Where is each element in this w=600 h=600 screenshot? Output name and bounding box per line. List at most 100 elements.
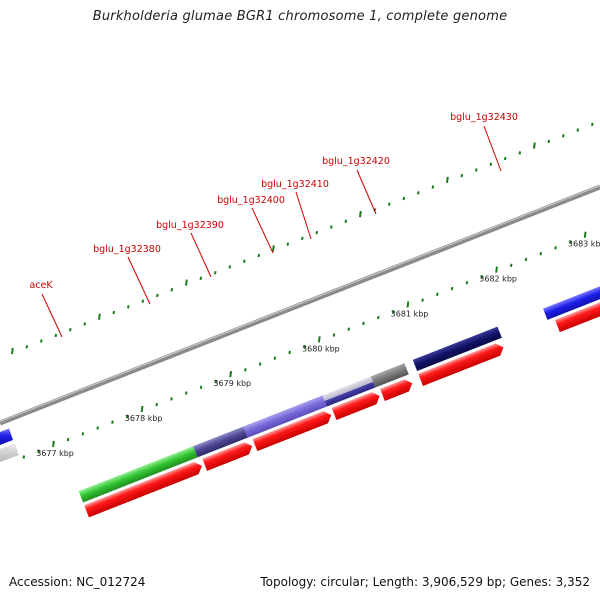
gene-label[interactable]: bglu_1g32380 xyxy=(93,244,161,255)
kbp-label: 3682 kbp xyxy=(479,275,517,284)
outer-tick xyxy=(286,242,290,246)
outer-tick xyxy=(69,327,72,332)
outer-tick xyxy=(417,191,420,195)
inner-tick xyxy=(170,397,173,401)
outer-tick xyxy=(315,231,319,235)
inner-tick xyxy=(347,327,351,331)
map-title: Burkholderia glumae BGR1 chromosome 1, c… xyxy=(92,9,508,24)
gene-block-bglu-1g32380[interactable] xyxy=(193,426,248,458)
outer-tick xyxy=(98,313,101,320)
outer-tick xyxy=(170,288,174,292)
gene-label[interactable]: bglu_1g32390 xyxy=(156,220,224,231)
outer-tick xyxy=(388,202,391,206)
gene-block-prev-light[interactable] xyxy=(0,443,19,462)
kbp-label: 3680 kbp xyxy=(302,344,340,353)
outer-tick xyxy=(25,345,29,349)
inner-tick xyxy=(391,310,395,314)
kbp-label: 3677 kbp xyxy=(36,449,74,458)
kbp-label: 3683 kbp xyxy=(568,240,600,249)
inner-tick xyxy=(569,240,572,244)
outer-tick xyxy=(518,151,522,155)
inner-tick xyxy=(376,315,380,320)
outer-tick xyxy=(243,259,246,263)
gene-label[interactable]: bglu_1g32400 xyxy=(217,195,285,206)
accession-text: Accession: NC_012724 xyxy=(9,575,146,589)
outer-tick xyxy=(489,162,493,166)
outer-tick xyxy=(185,279,188,286)
outer-tick xyxy=(11,347,14,355)
gene-label-leader xyxy=(483,125,502,172)
outer-tick xyxy=(83,322,87,326)
inner-tick xyxy=(66,437,70,442)
backbone-line xyxy=(0,184,600,426)
inner-tick xyxy=(155,403,159,407)
gene-block-bglu-1g32410[interactable] xyxy=(370,363,409,388)
inner-tick xyxy=(184,391,188,395)
kbp-label: 3678 kbp xyxy=(125,414,163,423)
inner-tick xyxy=(583,231,587,238)
outer-tick xyxy=(127,305,130,309)
inner-tick xyxy=(317,336,321,343)
inner-tick xyxy=(554,246,557,250)
gene-arrow-bglu-1g32420[interactable] xyxy=(418,341,506,386)
inner-tick xyxy=(303,344,306,349)
gene-label[interactable]: bglu_1g32410 xyxy=(261,179,329,190)
outer-tick xyxy=(141,299,145,303)
gene-arrow-bglu-1g32390[interactable] xyxy=(252,409,334,452)
outer-tick xyxy=(156,293,159,298)
outer-tick xyxy=(272,245,275,252)
backbone-line-highlight xyxy=(0,185,600,423)
outer-tick xyxy=(547,139,551,144)
inner-tick xyxy=(229,371,233,378)
inner-tick xyxy=(37,449,40,453)
gene-label[interactable]: aceK xyxy=(29,280,53,291)
outer-tick xyxy=(199,276,203,281)
gene-arrow-bglu-1g32380[interactable] xyxy=(202,440,254,471)
gene-arrow-bglu-1g32400[interactable] xyxy=(331,390,382,420)
gene-arrow-bglu-1g32410[interactable] xyxy=(380,377,415,401)
kbp-label: 3681 kbp xyxy=(391,309,429,318)
inner-tick xyxy=(450,286,454,291)
kbp-label-group: 3677 kbp 3678 kbp 3679 kbp 3680 kbp 3681 kbp… xyxy=(36,240,600,458)
inner-tick-row xyxy=(22,231,587,459)
gene-block-bglu-1g32420[interactable] xyxy=(412,326,502,372)
outer-tick xyxy=(228,265,232,269)
kbp-label: 3679 kbp xyxy=(213,379,251,388)
inner-tick xyxy=(495,266,498,273)
outer-tick xyxy=(359,210,362,218)
outer-tick xyxy=(257,253,261,258)
inner-tick xyxy=(406,301,410,308)
gene-label-leader xyxy=(41,293,63,338)
gene-label-leader xyxy=(127,256,151,305)
inner-tick xyxy=(81,432,85,436)
outer-tick xyxy=(40,339,43,343)
gene-block-bglu-1g32390[interactable] xyxy=(243,395,327,438)
inner-tick xyxy=(480,275,483,279)
inner-tick xyxy=(332,333,336,337)
gene-label[interactable]: bglu_1g32430 xyxy=(450,112,518,123)
inner-tick xyxy=(539,251,543,256)
inner-tick xyxy=(436,292,439,297)
outer-tick xyxy=(112,310,116,315)
outer-tick xyxy=(446,176,449,184)
inner-tick xyxy=(362,321,365,326)
inner-tick xyxy=(140,405,144,413)
gene-block-acek[interactable] xyxy=(78,446,198,503)
inner-tick xyxy=(22,455,26,459)
outer-tick xyxy=(330,225,333,229)
gene-block-bglu-1g32430[interactable] xyxy=(543,250,600,320)
outer-tick xyxy=(402,196,406,201)
gene-block-prev[interactable] xyxy=(0,428,13,446)
inner-tick xyxy=(214,379,218,384)
gene-label[interactable]: bglu_1g32420 xyxy=(322,156,390,167)
gene-arrow-bglu-1g32430[interactable] xyxy=(555,286,600,333)
gene-arrow-acek[interactable] xyxy=(84,460,204,518)
outer-tick xyxy=(504,156,507,161)
outer-tick xyxy=(344,219,348,224)
inner-tick xyxy=(244,368,247,372)
gene-block-bglu-1g32400[interactable] xyxy=(322,376,376,407)
genome-summary-text: Topology: circular; Length: 3,906,529 bp… xyxy=(260,575,590,589)
gene-label-leader xyxy=(190,232,212,278)
inner-tick xyxy=(465,281,469,285)
